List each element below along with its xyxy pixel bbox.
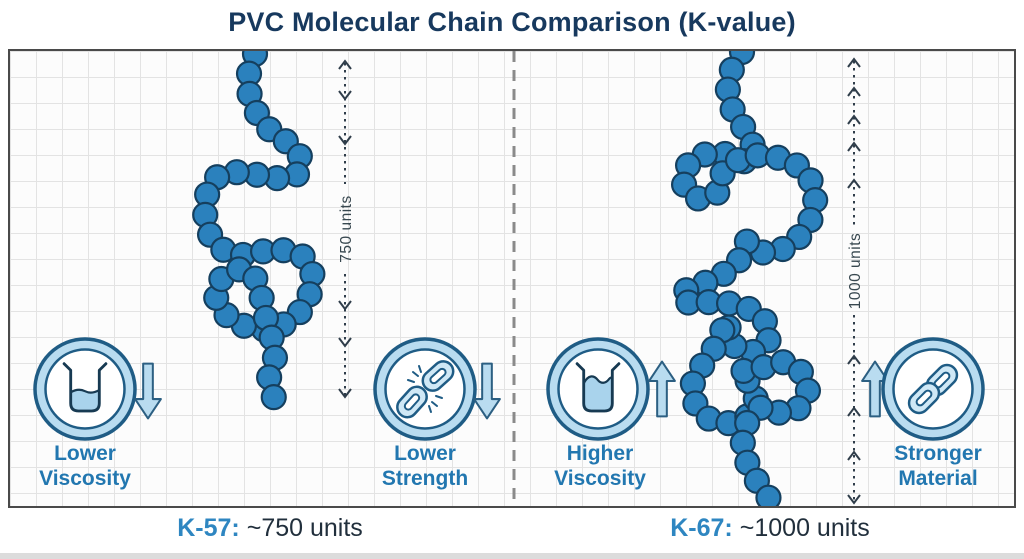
molecular-chain-long [670,51,829,506]
chevron-down-icon [847,494,861,505]
dimension-label-right: 1000 units [847,233,864,310]
chevron-up-icon [847,450,861,461]
chevron-up-icon [338,59,352,70]
dimension-line-left [338,59,352,399]
lower-viscosity-badge [33,337,137,441]
page-title: PVC Molecular Chain Comparison (K-value) [228,7,796,37]
diagram-panel: 750 units 1000 units [8,49,1016,508]
lower-viscosity-label: Lower Viscosity [39,442,131,490]
chevron-up-icon [847,406,861,417]
lower-strength-label: Lower Strength [381,442,469,490]
up-arrow-icon [861,360,889,418]
lower-strength-badge [373,337,477,441]
molecular-chain-short [192,51,326,411]
chain-link-icon [907,363,959,415]
k-value-left: K-57: [177,514,240,542]
units-right: ~1000 units [739,514,870,542]
chevron-up-icon [847,86,861,97]
chevron-down-icon [338,388,352,399]
diagram-canvas: 750 units 1000 units [192,51,864,506]
up-arrow-icon [648,360,676,418]
down-arrow-icon [473,362,501,420]
spark-lines [407,365,443,413]
stronger-material-label: Stronger Material [894,442,982,490]
caption-left: K-57: ~750 units [30,514,510,543]
bottom-edge [0,553,1024,559]
chevron-down-icon [338,337,352,348]
down-arrow-icon [134,362,162,420]
beaker-low-icon [62,362,108,413]
dimension-label-left: 750 units [338,195,355,262]
chevron-up-icon [847,114,861,125]
chevron-up-icon [847,178,861,189]
higher-viscosity-label: Higher Viscosity [554,442,646,490]
beaker-high-icon [575,362,621,413]
chevron-down-icon [338,135,352,146]
higher-viscosity-badge [546,337,650,441]
broken-chain-icon [396,360,455,419]
chevron-down-icon [338,300,352,311]
chevron-up-icon [847,57,861,68]
chevron-up-icon [847,354,861,365]
chevron-down-icon [338,90,352,101]
stronger-material-badge [881,337,985,441]
dimension-line-right [847,57,861,505]
caption-right: K-67: ~1000 units [530,514,1010,543]
chevron-up-icon [847,141,861,152]
units-left: ~750 units [246,514,363,542]
k-value-right: K-67: [670,514,733,542]
